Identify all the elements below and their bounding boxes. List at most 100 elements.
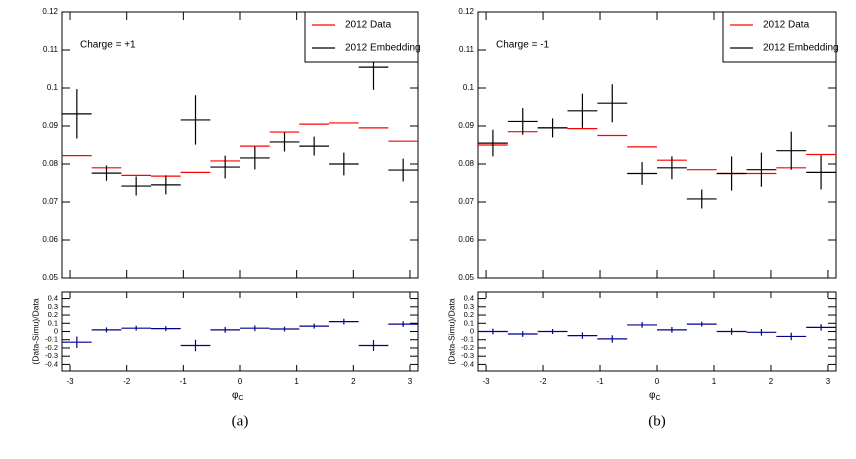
- y-tick-label: 0.3: [48, 302, 58, 311]
- legend-box: [722, 11, 837, 63]
- legend-box: [304, 11, 419, 63]
- x-axis-label: φC: [649, 390, 661, 402]
- x-tick-label: 0: [655, 377, 660, 386]
- data-point: [62, 89, 92, 139]
- data-point: [746, 329, 777, 336]
- y-tick-label: 0: [470, 326, 474, 335]
- y-tick-label: -0.1: [45, 335, 58, 344]
- data-point: [776, 131, 807, 170]
- data-point: [597, 335, 628, 343]
- y-tick-label: 0.09: [42, 121, 58, 130]
- y-tick-label: 0.06: [458, 235, 474, 244]
- data-point: [537, 329, 568, 334]
- data-point: [806, 324, 836, 331]
- y-tick-label: 0.08: [42, 159, 58, 168]
- annotation: Charge = -1: [496, 40, 550, 51]
- data-point: [776, 332, 807, 341]
- data-point: [478, 129, 508, 157]
- data-point: [91, 165, 122, 181]
- x-tick-label: -1: [180, 377, 188, 386]
- x-axis-label: φC: [232, 390, 244, 402]
- data-point: [269, 326, 300, 332]
- y-tick-label: 0.1: [48, 318, 58, 327]
- data-point: [686, 321, 717, 327]
- x-label-symbol: φ: [232, 390, 239, 401]
- data-point: [537, 118, 568, 138]
- data-point: [62, 336, 92, 348]
- data-point: [210, 326, 240, 333]
- data-point: [597, 84, 628, 123]
- y-tick-label: 0.12: [42, 7, 58, 16]
- y-tick-label: 0.12: [458, 7, 474, 16]
- x-tick-label: 1: [712, 377, 717, 386]
- y-tick-label: 0.1: [463, 83, 475, 92]
- data-point: [329, 318, 359, 325]
- caption: (a): [232, 413, 249, 429]
- data-point: [180, 95, 211, 145]
- data-point: [627, 322, 657, 328]
- data-point: [657, 156, 687, 180]
- x-tick-label: -3: [483, 377, 491, 386]
- y-tick-label: 0.11: [43, 45, 59, 54]
- y-tick-label: 0.07: [458, 197, 474, 206]
- x-label-subscript: C: [238, 395, 243, 402]
- data-point: [121, 325, 151, 331]
- x-tick-label: 3: [408, 377, 413, 386]
- legend-label: 2012 Embedding: [345, 43, 421, 54]
- annotation: Charge = +1: [80, 40, 136, 51]
- x-tick-label: -2: [123, 377, 131, 386]
- y-tick-label: 0.11: [459, 45, 475, 54]
- y-tick-label: -0.1: [461, 335, 474, 344]
- x-label-subscript: C: [655, 395, 660, 402]
- y-tick-label: 0.3: [464, 302, 474, 311]
- y-tick-label: 0.4: [48, 294, 58, 303]
- x-tick-label: -1: [596, 377, 604, 386]
- x-tick-label: 0: [238, 377, 243, 386]
- y-tick-label: 0.05: [458, 273, 474, 282]
- y-tick-label: -0.2: [461, 343, 474, 352]
- y-tick-label: -0.3: [461, 351, 474, 360]
- y-tick-label: 0.4: [464, 294, 474, 303]
- data-point: [180, 339, 211, 352]
- data-point: [121, 176, 151, 196]
- x-tick-label: -3: [66, 377, 74, 386]
- data-point: [746, 152, 777, 187]
- data-point: [716, 328, 747, 335]
- x-label-symbol: φ: [649, 390, 656, 401]
- y-tick-label: -0.4: [461, 359, 474, 368]
- y-tick-label: -0.2: [45, 343, 58, 352]
- data-point: [388, 321, 418, 327]
- y-axis-label: (Data-Simu)/Data: [446, 298, 456, 364]
- y-tick-label: -0.4: [45, 359, 58, 368]
- y-tick-label: 0.1: [47, 83, 59, 92]
- data-point: [716, 156, 747, 191]
- y-axis-label: (Data-Simu)/Data: [30, 298, 40, 364]
- y-tick-label: 0.08: [458, 159, 474, 168]
- y-tick-label: 0.2: [464, 310, 474, 319]
- caption: (b): [648, 413, 666, 429]
- data-point: [657, 326, 687, 333]
- x-tick-label: 2: [351, 377, 356, 386]
- data-point: [151, 175, 181, 195]
- y-tick-label: 0: [54, 326, 58, 335]
- y-tick-label: 0.06: [42, 235, 58, 244]
- data-point: [507, 108, 538, 135]
- data-point: [478, 328, 508, 335]
- legend-label: 2012 Data: [763, 20, 810, 31]
- data-point: [299, 323, 329, 329]
- y-tick-label: 0.05: [42, 273, 58, 282]
- data-point: [329, 152, 359, 176]
- data-point: [388, 158, 418, 182]
- data-point: [567, 93, 598, 128]
- y-tick-label: 0.1: [464, 318, 474, 327]
- data-point: [210, 155, 240, 179]
- x-tick-label: 1: [294, 377, 299, 386]
- legend-label: 2012 Embedding: [763, 43, 839, 54]
- x-tick-label: 2: [769, 377, 774, 386]
- legend-label: 2012 Data: [345, 20, 392, 31]
- y-tick-label: 0.07: [42, 197, 58, 206]
- x-tick-label: 3: [826, 377, 831, 386]
- x-tick-label: -2: [539, 377, 547, 386]
- data-point: [627, 162, 657, 185]
